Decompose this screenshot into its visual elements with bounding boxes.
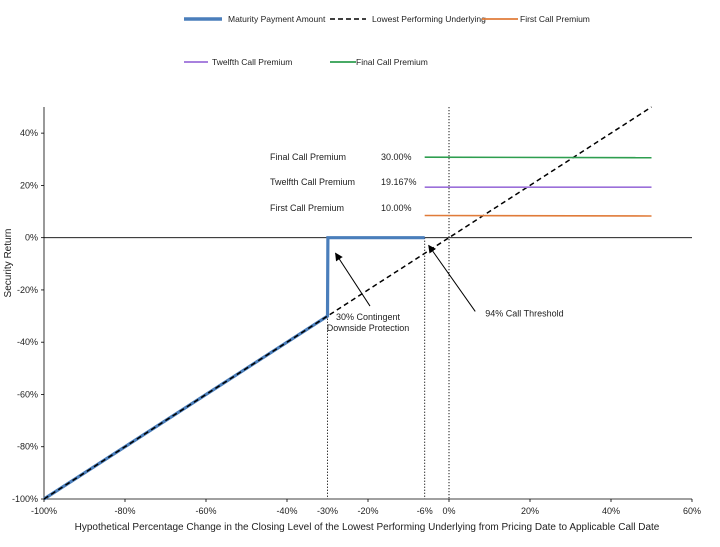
annotation-text-1-0: 94% Call Threshold [485, 308, 563, 318]
x-extra-tick-label-0: -30% [317, 506, 338, 516]
y-tick-label-5: 0% [25, 233, 38, 243]
series-line-0 [43, 236, 425, 501]
legend-label-maturity-payment: Maturity Payment Amount [228, 14, 326, 24]
premium-value-0: 30.00% [381, 152, 412, 162]
x-axis-label: Hypothetical Percentage Change in the Cl… [75, 522, 660, 533]
legend-label-twelfth-call: Twelfth Call Premium [212, 57, 292, 67]
series-line-1 [43, 106, 652, 500]
x-tick-label-7: 40% [602, 506, 620, 516]
x-tick-label-4: -20% [357, 506, 378, 516]
y-tick-label-4: -20% [17, 285, 38, 295]
premium-label-0: Final Call Premium [270, 152, 346, 162]
x-tick-label-0: -100% [31, 506, 57, 516]
x-tick-label-3: -40% [276, 506, 297, 516]
series-line-2 [424, 214, 652, 217]
annotation-text-0-1: Downside Protection [327, 323, 410, 333]
x-extra-tick-label-1: -6% [417, 506, 433, 516]
y-tick-label-3: -40% [17, 337, 38, 347]
y-axis-label: Security Return [3, 229, 14, 298]
x-tick-label-1: -80% [114, 506, 135, 516]
premium-label-1: Twelfth Call Premium [270, 177, 355, 187]
legend-item-twelfth-call: Twelfth Call Premium [184, 57, 292, 67]
series-line-4 [424, 156, 652, 159]
y-tick-label-6: 20% [20, 180, 38, 190]
x-tick-label-2: -60% [195, 506, 216, 516]
y-tick-label-2: -60% [17, 389, 38, 399]
premium-label-2: First Call Premium [270, 203, 344, 213]
y-tick-label-7: 40% [20, 128, 38, 138]
annotation-arrow-0 [335, 252, 371, 307]
y-tick-label-0: -100% [12, 494, 38, 504]
legend-label-first-call: First Call Premium [520, 14, 590, 24]
premium-value-2: 10.00% [381, 203, 412, 213]
x-tick-label-5: 0% [442, 506, 455, 516]
legend-label-final-call: Final Call Premium [356, 57, 428, 67]
legend-item-first-call: First Call Premium [482, 14, 590, 24]
x-tick-label-8: 60% [683, 506, 701, 516]
x-tick-label-6: 20% [521, 506, 539, 516]
annotation-text-0-0: 30% Contingent [336, 312, 401, 322]
y-tick-label-1: -80% [17, 442, 38, 452]
legend: Maturity Payment Amount Lowest Performin… [184, 14, 590, 67]
annotation-arrow-1 [428, 244, 476, 312]
legend-item-lowest-performing: Lowest Performing Underlying [330, 14, 486, 24]
legend-label-lowest-performing: Lowest Performing Underlying [372, 14, 486, 24]
legend-item-maturity-payment: Maturity Payment Amount [184, 14, 326, 24]
premium-value-1: 19.167% [381, 177, 417, 187]
legend-item-final-call: Final Call Premium [330, 57, 428, 67]
plot-area: -100% -80% -60% -40% -20% 0% 20% 40% -100% -80% -6… [12, 106, 701, 516]
